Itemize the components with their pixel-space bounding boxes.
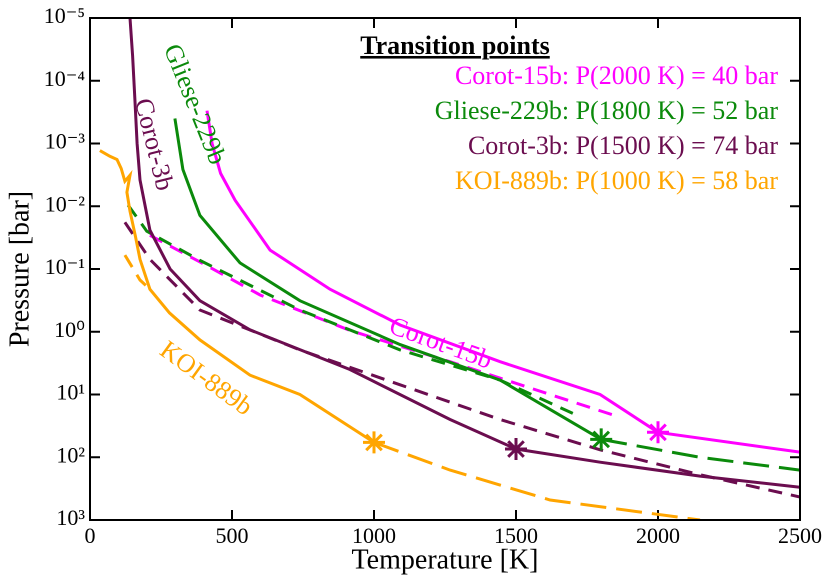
transition-marker bbox=[505, 438, 527, 461]
transition-marker bbox=[363, 431, 385, 454]
transition-item: Corot-15b: P(2000 K) = 40 bar bbox=[455, 61, 778, 90]
y-tick-label: 10² bbox=[56, 442, 85, 467]
curve bbox=[205, 110, 800, 454]
y-tick-label: 10⁻⁵ bbox=[44, 3, 85, 28]
curve-label: KOI-889b bbox=[155, 335, 259, 421]
y-axis-title: Pressure [bar] bbox=[4, 191, 35, 347]
curve bbox=[123, 221, 800, 499]
y-tick-label: 10³ bbox=[56, 505, 85, 530]
curve bbox=[128, 18, 800, 489]
y-tick-label: 10⁻⁴ bbox=[44, 66, 86, 91]
transition-marker bbox=[590, 428, 613, 451]
curve bbox=[99, 149, 375, 444]
curve bbox=[126, 204, 574, 415]
y-tick-label: 10¹ bbox=[56, 380, 85, 405]
y-tick-label: 10⁻¹ bbox=[45, 254, 85, 279]
curve-label: Corot-15b bbox=[386, 311, 496, 375]
transition-item: KOI-889b: P(1000 K) = 58 bar bbox=[455, 166, 778, 195]
transition-item: Gliese-229b: P(1800 K) = 52 bar bbox=[435, 96, 779, 125]
transition-marker bbox=[647, 421, 669, 444]
y-tick-label: 10⁻² bbox=[45, 191, 86, 216]
x-tick-label: 2500 bbox=[778, 523, 822, 548]
plot-frame bbox=[89, 17, 801, 521]
y-tick-label: 10⁻³ bbox=[45, 129, 86, 154]
x-tick-label: 1500 bbox=[494, 523, 538, 548]
x-tick-label: 2000 bbox=[636, 523, 680, 548]
x-tick-label: 500 bbox=[216, 523, 249, 548]
y-tick-label: 10⁰ bbox=[54, 317, 85, 342]
curve bbox=[373, 440, 701, 520]
transition-item: Corot-3b: P(1500 K) = 74 bar bbox=[468, 131, 778, 160]
x-tick-label: 1000 bbox=[352, 523, 396, 548]
x-tick-label: 0 bbox=[85, 523, 96, 548]
curve bbox=[123, 254, 151, 291]
curve bbox=[600, 437, 800, 472]
x-axis-title: Temperature [K] bbox=[352, 544, 539, 575]
transition-title: Transition points bbox=[360, 31, 550, 60]
